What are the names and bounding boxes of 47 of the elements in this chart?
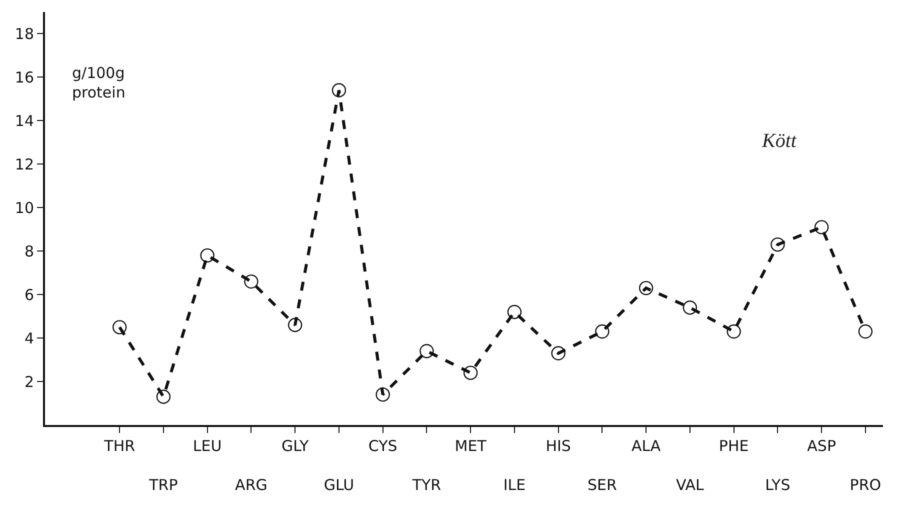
y-tick-label: 8	[24, 242, 34, 260]
y-tick-label: 6	[24, 286, 34, 304]
point	[814, 220, 829, 234]
point	[376, 387, 390, 402]
y-tick-label: 2	[24, 372, 34, 391]
y-tick-label: 14	[14, 112, 34, 130]
x-tick-label: ARG	[235, 476, 268, 494]
x-tick-label: ASP	[807, 437, 836, 455]
x-tick-label: PHE	[718, 437, 749, 455]
y-tick-label: 12	[14, 155, 34, 174]
point	[507, 304, 522, 320]
point	[595, 324, 610, 339]
x-tick-label: GLU	[324, 476, 354, 494]
point	[858, 324, 873, 339]
x-tick-label: VAL	[676, 476, 705, 494]
y-tick-label: 18	[14, 24, 34, 43]
x-tick-label: GLY	[282, 437, 310, 455]
point	[551, 346, 566, 360]
x-tick-label: SER	[587, 476, 617, 494]
y-tick-label: 4	[24, 329, 34, 348]
x-tick-label: HIS	[546, 437, 571, 455]
x-tick-label: THR	[103, 437, 136, 455]
x-tick-label: MET	[454, 437, 488, 455]
point	[112, 320, 127, 334]
x-tick-label: LEU	[192, 437, 222, 455]
x-tick-label: TRP	[148, 476, 178, 494]
annotation: Kött	[761, 130, 797, 152]
point	[332, 83, 346, 98]
point	[770, 237, 785, 252]
point	[288, 318, 302, 332]
point	[200, 248, 214, 263]
x-tick-label: TYR	[411, 476, 442, 494]
y-tick-label: 10	[14, 198, 34, 217]
x-tick-label: ALA	[631, 437, 662, 455]
point	[463, 366, 478, 380]
point	[244, 274, 258, 289]
y-tick-label: 16	[14, 68, 34, 86]
y-axis-title: g/100g protein	[72, 64, 126, 102]
point	[638, 280, 654, 296]
x-tick-label: LYS	[765, 476, 790, 494]
x-tick-label: CYS	[368, 437, 398, 455]
x-tick-label: ILE	[503, 476, 526, 494]
point	[682, 300, 698, 315]
x-tick-label: PRO	[850, 476, 882, 494]
point	[726, 324, 741, 339]
point	[420, 344, 434, 358]
point	[156, 390, 171, 404]
